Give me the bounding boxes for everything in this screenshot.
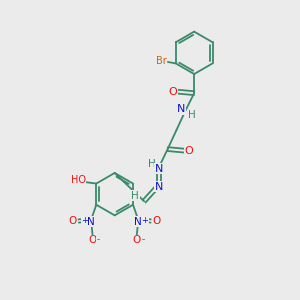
Text: -: - <box>96 236 99 244</box>
Text: +: + <box>141 216 148 225</box>
Text: N: N <box>87 217 95 226</box>
Text: H: H <box>148 159 155 170</box>
Text: N: N <box>154 164 163 174</box>
Text: N: N <box>154 182 163 192</box>
Text: Br: Br <box>156 56 167 66</box>
Text: O: O <box>185 146 194 156</box>
Text: N: N <box>134 217 142 226</box>
Text: O: O <box>152 216 161 226</box>
Text: H: H <box>131 191 139 201</box>
Text: O: O <box>69 216 77 226</box>
Text: O: O <box>168 87 177 97</box>
Text: O: O <box>88 235 97 245</box>
Text: +: + <box>81 216 88 225</box>
Text: -: - <box>141 236 144 244</box>
Text: H: H <box>188 110 196 120</box>
Text: N: N <box>177 104 186 114</box>
Text: HO: HO <box>70 175 86 185</box>
Text: O: O <box>133 235 141 245</box>
